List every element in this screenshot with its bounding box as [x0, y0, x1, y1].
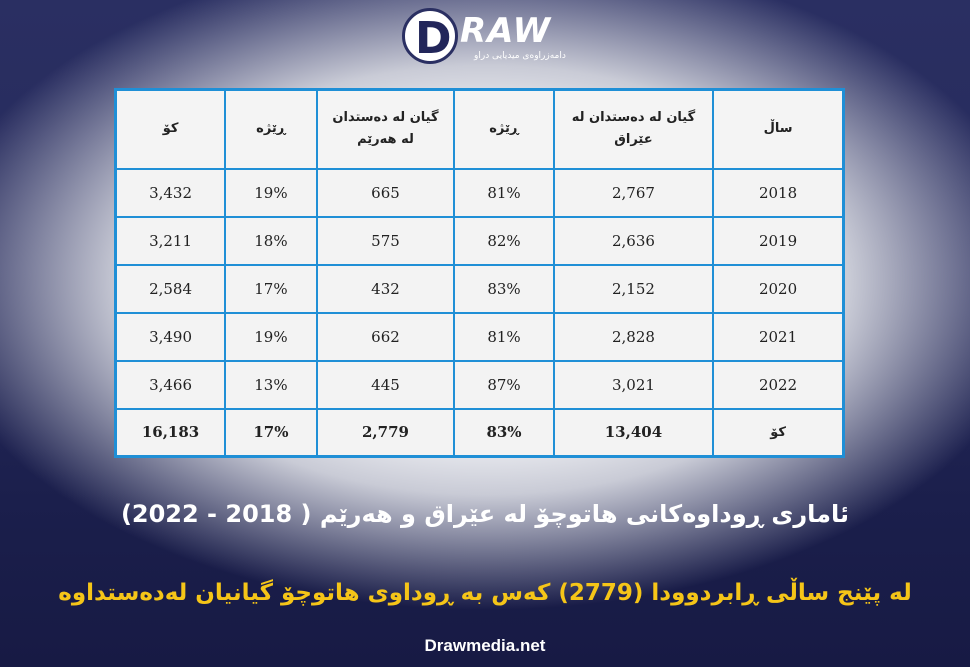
- cell-total: 2,584: [114, 263, 227, 314]
- cell-year: 2019: [712, 215, 845, 266]
- table-row: 3,466 13% 445 87% 3,021 2022: [114, 359, 845, 410]
- cell-iraq-deaths: 2,767: [552, 167, 715, 218]
- casualty-table: کۆ ڕێژە گیان لە دەستدان لە هەرێم ڕێژە گی…: [114, 88, 845, 458]
- cell-iraq-rate: 83%: [453, 263, 555, 314]
- col-header-region-rate: ڕێژە: [224, 88, 318, 170]
- cell-region-deaths: 665: [315, 167, 456, 218]
- cell-total: 3,432: [114, 167, 227, 218]
- table-row: 3,211 18% 575 82% 2,636 2019: [114, 215, 845, 266]
- cell-year: 2018: [712, 167, 845, 218]
- draw-logo: D RAW دامەزراوەی میدیایی دراو: [402, 6, 592, 68]
- cell-year: 2020: [712, 263, 845, 314]
- table-row: 2,584 17% 432 83% 2,152 2020: [114, 263, 845, 314]
- total-iraq-rate: 83%: [453, 407, 555, 458]
- cell-iraq-rate: 81%: [453, 167, 555, 218]
- cell-total: 3,490: [114, 311, 227, 362]
- cell-iraq-rate: 82%: [453, 215, 555, 266]
- cell-region-deaths: 432: [315, 263, 456, 314]
- cell-region-deaths: 445: [315, 359, 456, 410]
- cell-total: 3,466: [114, 359, 227, 410]
- logo-circle-icon: D: [402, 8, 458, 64]
- col-header-iraq-rate: ڕێژە: [453, 88, 555, 170]
- total-iraq-deaths: 13,404: [552, 407, 715, 458]
- table-row: 3,432 19% 665 81% 2,767 2018: [114, 167, 845, 218]
- col-header-year: ساڵ: [712, 88, 845, 170]
- cell-region-rate: 19%: [224, 167, 318, 218]
- headline: ئاماری ڕوداوەکانی هاتوچۆ لە عێراق و هەرێ…: [120, 500, 850, 528]
- cell-region-deaths: 575: [315, 215, 456, 266]
- total-sum: 16,183: [114, 407, 227, 458]
- cell-year: 2022: [712, 359, 845, 410]
- table-total-row: 16,183 17% 2,779 83% 13,404 کۆ: [114, 407, 845, 458]
- cell-region-deaths: 662: [315, 311, 456, 362]
- table-row: 3,490 19% 662 81% 2,828 2021: [114, 311, 845, 362]
- total-region-rate: 17%: [224, 407, 318, 458]
- cell-region-rate: 13%: [224, 359, 318, 410]
- cell-total: 3,211: [114, 215, 227, 266]
- cell-iraq-deaths: 3,021: [552, 359, 715, 410]
- table-header-row: کۆ ڕێژە گیان لە دەستدان لە هەرێم ڕێژە گی…: [114, 88, 845, 170]
- cell-iraq-deaths: 2,152: [552, 263, 715, 314]
- logo-mark: D: [415, 13, 452, 64]
- cell-region-rate: 19%: [224, 311, 318, 362]
- subheadline: لە پێنج ساڵی ڕابردوودا (2779) کەس بە ڕود…: [58, 580, 912, 606]
- cell-year: 2021: [712, 311, 845, 362]
- logo-tagline: دامەزراوەی میدیایی دراو: [474, 51, 566, 61]
- cell-iraq-rate: 81%: [453, 311, 555, 362]
- cell-iraq-deaths: 2,828: [552, 311, 715, 362]
- col-header-total: کۆ: [114, 88, 227, 170]
- total-label: کۆ: [712, 407, 845, 458]
- cell-region-rate: 17%: [224, 263, 318, 314]
- cell-iraq-rate: 87%: [453, 359, 555, 410]
- logo-text: RAW: [460, 11, 552, 51]
- col-header-iraq-deaths: گیان لە دەستدان لە عێراق: [552, 88, 715, 170]
- cell-iraq-deaths: 2,636: [552, 215, 715, 266]
- website-footer: Drawmedia.net: [424, 636, 546, 655]
- total-region-deaths: 2,779: [315, 407, 456, 458]
- cell-region-rate: 18%: [224, 215, 318, 266]
- col-header-region-deaths: گیان لە دەستدان لە هەرێم: [315, 88, 456, 170]
